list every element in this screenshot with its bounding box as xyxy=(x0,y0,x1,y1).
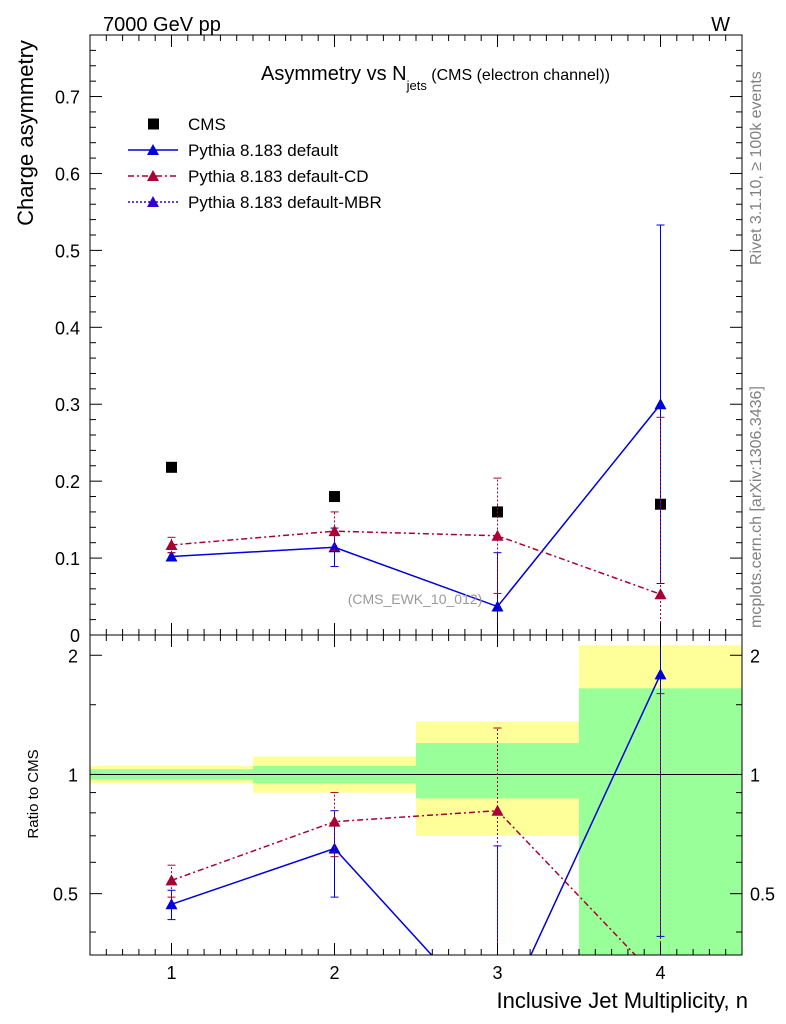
header-left: 7000 GeV pp xyxy=(103,14,221,36)
default-ratio-point xyxy=(165,898,178,910)
y-tick-label: 0.3 xyxy=(55,395,80,415)
legend-cd-marker xyxy=(147,170,159,181)
legend-default-label: Pythia 8.183 default xyxy=(188,141,339,160)
legend-mbr-label: Pythia 8.183 default-MBR xyxy=(188,193,382,212)
cd-data-point xyxy=(165,539,178,550)
legend-cd-label: Pythia 8.183 default-CD xyxy=(188,167,369,186)
x-axis-label: Inclusive Jet Multiplicity, n xyxy=(497,988,748,1013)
ratio-y-tick-label-right: 1 xyxy=(750,765,760,785)
ratio-y-axis-label: Ratio to CMS xyxy=(25,749,42,838)
legend: CMS Pythia 8.183 default Pythia 8.183 defa… xyxy=(128,115,382,212)
ratio-y-tick-label: 2 xyxy=(68,646,78,666)
chart-title-sub: jets xyxy=(406,78,428,93)
legend-cms-label: CMS xyxy=(188,115,226,134)
cd-ratio-point xyxy=(165,874,178,886)
cms-data-point xyxy=(166,461,177,473)
default-data-point xyxy=(328,541,341,553)
analysis-watermark: (CMS_EWK_10_012) xyxy=(348,591,483,607)
chart-title: Asymmetry vs Njets (CMS (electron channe… xyxy=(261,63,610,93)
y-tick-label: 0.6 xyxy=(55,164,80,184)
x-tick-label: 1 xyxy=(166,963,176,983)
y-tick-label: 0.4 xyxy=(55,318,80,338)
ratio-y-tick-label: 1 xyxy=(68,765,78,785)
ratio-series-group xyxy=(165,635,667,955)
default-ratio-line xyxy=(171,674,662,955)
cd-ratio-line xyxy=(171,809,637,955)
ratio-y-tick-label: 0.5 xyxy=(53,885,78,905)
cd-data-point xyxy=(654,588,667,600)
y-tick-label: 0.5 xyxy=(55,241,80,261)
default-data-point xyxy=(654,398,667,410)
x-tick-label: 2 xyxy=(329,963,339,983)
mcplots-label: mcplots.cern.ch [arXiv:1306.3436] xyxy=(748,386,765,628)
y-tick-label: 0.7 xyxy=(55,88,80,108)
default-data-point xyxy=(165,550,178,562)
cd-ratio-point xyxy=(491,804,504,816)
ratio-y-tick-label-right: 0.5 xyxy=(750,885,775,905)
x-tick-label: 3 xyxy=(492,963,502,983)
main-panel: 0 0.1 0.2 0.3 0.4 0.5 0.6 0.7 Asymmetry vs Njet… xyxy=(13,34,743,646)
y-axis-label: Charge asymmetry xyxy=(13,40,38,226)
y-tick-label: 0.2 xyxy=(55,472,80,492)
default-line xyxy=(171,403,662,608)
x-tick-label: 4 xyxy=(655,963,665,983)
y-tick-label: 0.1 xyxy=(55,549,80,569)
ratio-y-tick-label-right: 2 xyxy=(750,646,760,666)
cd-line xyxy=(171,530,661,595)
cd-data-point xyxy=(328,525,341,537)
default-ratio-point xyxy=(654,668,667,680)
cms-data-point xyxy=(329,491,340,503)
default-data-point xyxy=(491,600,504,612)
y-tick-label: 0 xyxy=(70,626,80,646)
legend-mbr-marker xyxy=(147,196,159,207)
chart-title-suffix: (CMS (electron channel)) xyxy=(427,67,610,84)
header-right: W xyxy=(711,14,730,36)
legend-default-marker xyxy=(147,144,159,155)
ratio-panel: 0.5 0.5 1 1 2 2 1 2 3 4 Ratio to CMS Inclusive Je… xyxy=(25,634,775,1013)
chart-title-main: Asymmetry vs N xyxy=(261,63,407,85)
legend-cms-marker xyxy=(148,118,159,130)
cd-ratio-point xyxy=(328,815,341,827)
cd-data-point xyxy=(491,529,504,541)
rivet-label: Rivet 3.1.10, ≥ 100k events xyxy=(748,71,765,265)
